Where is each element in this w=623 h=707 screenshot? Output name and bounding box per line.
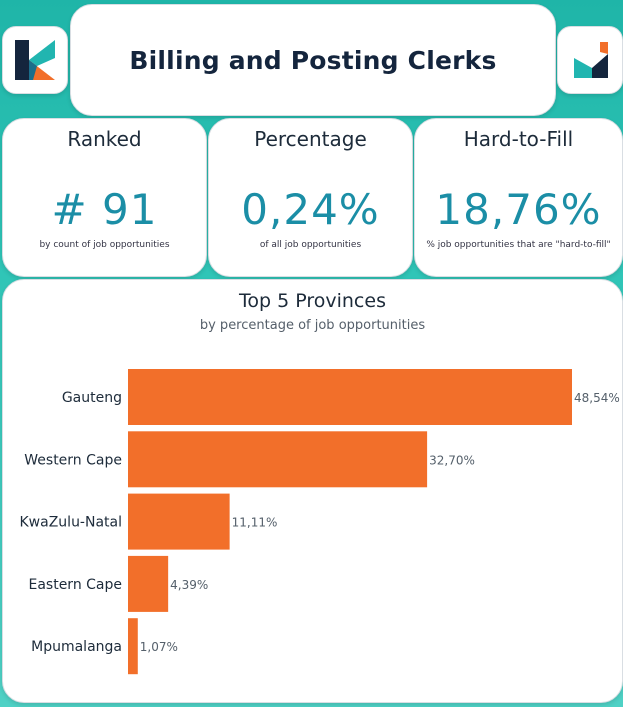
logo-card-right [557, 26, 623, 94]
brand-mark-icon [574, 42, 608, 78]
bar-chart: Gauteng 48,54% Western Cape 32,70% KwaZulu-N… [20, 369, 620, 675]
category-label: KwaZulu-Natal [20, 515, 123, 531]
category-label: Gauteng [62, 390, 122, 406]
bar-eastern-cape[interactable] [128, 555, 169, 612]
kpi-label: Ranked [67, 127, 142, 151]
title-card: Billing and Posting Clerks [70, 4, 556, 116]
bar-mpumalanga[interactable] [128, 618, 138, 675]
kpi-value: 18,76% [435, 185, 602, 234]
kpi-card-hard-to-fill: Hard-to-Fill 18,76% % job opportunities … [414, 118, 623, 277]
chart-subtitle: by percentage of job opportunities [199, 318, 426, 333]
kpi-label: Percentage [254, 127, 367, 151]
bar-kwazulu-natal[interactable] [128, 493, 230, 550]
kpi-subtext: % job opportunities that are "hard-to-fi… [426, 240, 611, 250]
chart-card: Top 5 Provinces by percentage of job opp… [2, 279, 623, 703]
page-title: Billing and Posting Clerks [129, 45, 497, 75]
kpi-subtext: by count of job opportunities [39, 240, 170, 250]
data-label: 4,39% [170, 578, 208, 592]
data-label: 32,70% [429, 453, 475, 467]
data-label: 11,11% [232, 516, 278, 530]
logo-card-left [2, 26, 68, 94]
bar-western-cape[interactable] [128, 431, 428, 488]
category-label: Mpumalanga [31, 639, 122, 655]
data-label: 1,07% [140, 640, 178, 654]
kpi-card-ranked: Ranked # 91 by count of job opportunitie… [2, 118, 207, 277]
bar-gauteng[interactable] [128, 369, 572, 425]
kpi-value: # 91 [51, 185, 158, 234]
kpi-card-percentage: Percentage 0,24% of all job opportunitie… [208, 118, 413, 277]
kpi-label: Hard-to-Fill [463, 127, 574, 151]
kpi-value: 0,24% [241, 185, 380, 234]
chart-title: Top 5 Provinces [239, 290, 386, 312]
kpi-subtext: of all job opportunities [259, 240, 362, 250]
brand-logo-icon [15, 40, 55, 80]
category-label: Western Cape [24, 452, 122, 468]
category-label: Eastern Cape [28, 577, 122, 593]
data-label: 48,54% [574, 391, 620, 405]
